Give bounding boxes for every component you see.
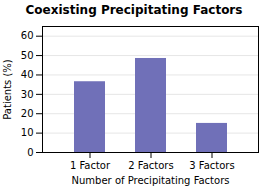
- svg-text:40: 40: [21, 69, 34, 80]
- svg-text:0: 0: [27, 147, 33, 158]
- svg-text:Number of Precipitating Factor: Number of Precipitating Factors: [72, 175, 230, 186]
- html-text:Coexisting Precipitating Facto: Coexisting Precipitating Factors: [25, 3, 243, 17]
- svg-text:3 Factors: 3 Factors: [189, 160, 234, 171]
- svg-text:60: 60: [21, 30, 34, 41]
- svg-text:50: 50: [21, 50, 34, 61]
- svg-text:20: 20: [21, 108, 34, 119]
- svg-text:10: 10: [21, 127, 34, 138]
- svg-text:1 Factor: 1 Factor: [70, 160, 111, 171]
- svg-text:2 Factors: 2 Factors: [128, 160, 173, 171]
- svg-text:Patients (%): Patients (%): [2, 59, 13, 120]
- svg-text:30: 30: [21, 89, 34, 100]
